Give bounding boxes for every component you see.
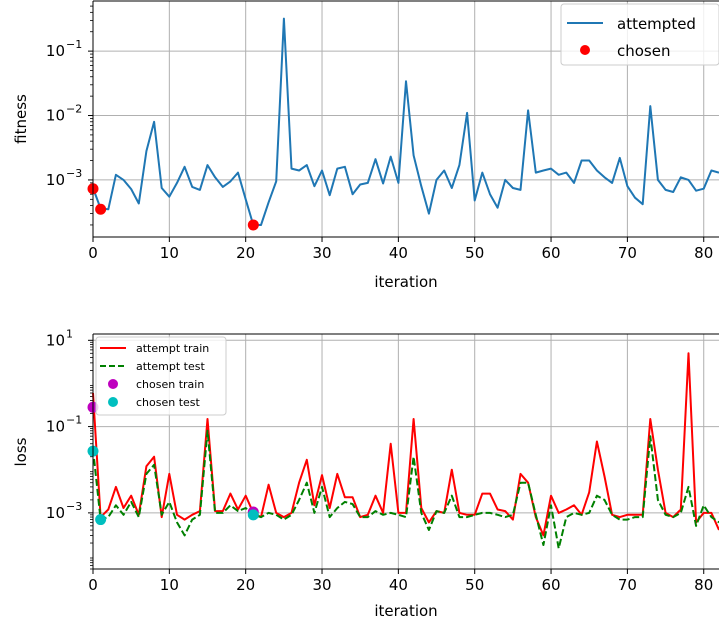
x-tick-label: 20 xyxy=(236,244,255,262)
y-tick-label: 10 xyxy=(46,42,65,60)
point-chosen-test xyxy=(247,509,259,521)
fitness-series xyxy=(87,17,719,231)
y-tick-exponent: −3 xyxy=(66,167,82,180)
y-tick-base: 10 xyxy=(46,418,65,436)
x-tick-label: 40 xyxy=(389,244,408,262)
legend-chosen-marker xyxy=(580,45,590,55)
y-tick-exponent: 1 xyxy=(66,327,73,340)
point-chosen-test xyxy=(95,514,107,526)
y-tick-base: 10 xyxy=(46,171,65,189)
legend-chosen-train-marker xyxy=(108,379,118,389)
y-tick-label: 10 xyxy=(46,107,65,125)
fitness-panel: 0 10 20 30 40 50 60 70 80 10−310−210−1 iteration… xyxy=(12,0,719,291)
series-line-attempt-test xyxy=(92,429,719,550)
x-tick-label: 60 xyxy=(542,576,561,594)
y-tick-base: 10 xyxy=(46,504,65,522)
point-chosen xyxy=(95,203,107,215)
loss-axes xyxy=(92,333,719,570)
x-tick-label: 70 xyxy=(618,244,637,262)
y-tick-label: 10 xyxy=(46,418,65,436)
loss-x-label: iteration xyxy=(374,602,437,620)
y-tick-exponent: −2 xyxy=(66,103,82,116)
x-tick-label: 50 xyxy=(465,576,484,594)
y-tick-base: 10 xyxy=(46,331,65,349)
fitness-y-ticks: 10−310−210−1 xyxy=(46,38,93,189)
loss-legend-frame xyxy=(95,336,227,416)
fitness-y-label: fitness xyxy=(12,94,30,144)
x-tick-label: 20 xyxy=(236,576,255,594)
legend-chosen-train-label: chosen train xyxy=(136,378,204,391)
x-tick-label: 80 xyxy=(694,244,713,262)
loss-legend: attempt train attempt test chosen train … xyxy=(95,336,227,416)
legend-attempt-test-label: attempt test xyxy=(136,360,205,373)
y-tick-base: 10 xyxy=(46,42,65,60)
y-tick-base: 10 xyxy=(46,107,65,125)
y-tick-exponent: −1 xyxy=(66,414,82,427)
x-tick-label: 0 xyxy=(88,576,98,594)
loss-x-ticks: 0 10 20 30 40 50 60 70 80 xyxy=(88,569,713,594)
x-tick-label: 40 xyxy=(389,576,408,594)
legend-attempt-train-label: attempt train xyxy=(136,342,209,355)
y-tick-exponent: −3 xyxy=(66,500,82,513)
x-tick-label: 0 xyxy=(88,244,98,262)
loss-y-label: loss xyxy=(12,437,30,466)
legend-chosen-test-label: chosen test xyxy=(136,396,201,409)
fitness-x-ticks: 0 10 20 30 40 50 60 70 80 xyxy=(88,237,713,262)
y-tick-label: 10 xyxy=(46,504,65,522)
series-line-attempted xyxy=(92,17,719,226)
legend-chosen-label: chosen xyxy=(617,42,670,60)
fitness-axes xyxy=(92,0,719,238)
fitness-legend-frame xyxy=(560,3,719,66)
y-tick-exponent: −1 xyxy=(66,38,82,51)
y-tick-label: 10 xyxy=(46,331,65,349)
x-tick-label: 50 xyxy=(465,244,484,262)
x-tick-label: 70 xyxy=(618,576,637,594)
fitness-x-label: iteration xyxy=(374,273,437,291)
x-tick-label: 30 xyxy=(312,244,331,262)
x-tick-label: 10 xyxy=(160,576,179,594)
x-tick-label: 60 xyxy=(542,244,561,262)
x-tick-label: 80 xyxy=(694,576,713,594)
x-tick-label: 10 xyxy=(160,244,179,262)
legend-chosen-test-marker xyxy=(108,397,118,407)
legend-attempted-label: attempted xyxy=(617,15,696,33)
point-chosen xyxy=(247,219,259,231)
fitness-legend: attempted chosen xyxy=(560,3,719,66)
y-tick-label: 10 xyxy=(46,171,65,189)
x-tick-label: 30 xyxy=(312,576,331,594)
